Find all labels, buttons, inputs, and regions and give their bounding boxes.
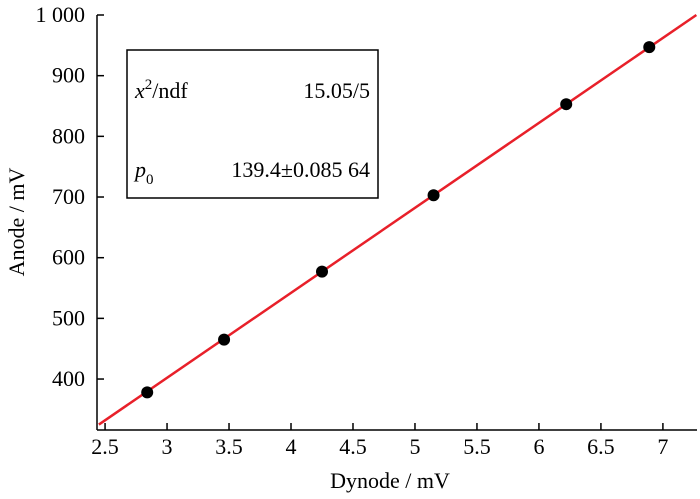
x-tick-label: 6: [533, 434, 544, 459]
x-tick-label: 5: [409, 434, 420, 459]
y-tick-label: 400: [52, 366, 85, 391]
x-tick-label: 4: [286, 434, 297, 459]
y-tick-label: 900: [52, 63, 85, 88]
data-point: [560, 98, 573, 111]
stat-label: p0: [133, 157, 154, 188]
stat-label-rest: /ndf: [152, 78, 188, 103]
x-tick-label: 5.5: [463, 434, 491, 459]
y-tick-label: 600: [52, 245, 85, 270]
stat-label-main: p: [133, 157, 146, 182]
stat-label-sub: 0: [146, 172, 154, 188]
y-tick-label: 800: [52, 123, 85, 148]
stats-box: [126, 49, 379, 199]
y-tick-label: 700: [52, 184, 85, 209]
data-point: [218, 333, 231, 346]
fit-line: [98, 13, 698, 426]
stat-value: 139.4±0.085 64: [231, 157, 370, 182]
y-tick-label: 500: [52, 305, 85, 330]
x-tick-label: 7: [657, 434, 668, 459]
stat-label-sup: 2: [145, 77, 153, 93]
x-tick-label: 4.5: [339, 434, 367, 459]
x-tick-label: 2.5: [91, 434, 119, 459]
stat-value: 15.05/5: [303, 78, 370, 103]
x-tick-label: 3.5: [215, 434, 243, 459]
y-tick-label: 1 000: [36, 2, 86, 27]
x-tick-label: 3: [162, 434, 173, 459]
data-point: [141, 386, 154, 399]
data-point: [427, 189, 440, 202]
stat-label: x2/ndf: [134, 77, 188, 103]
x-tick-label: 6.5: [587, 434, 615, 459]
data-point: [316, 265, 328, 278]
x-axis-title: Dynode / mV: [330, 468, 450, 493]
y-axis-title: Anode / mV: [4, 168, 29, 277]
data-point: [643, 41, 656, 54]
stat-label-main: x: [134, 78, 145, 103]
